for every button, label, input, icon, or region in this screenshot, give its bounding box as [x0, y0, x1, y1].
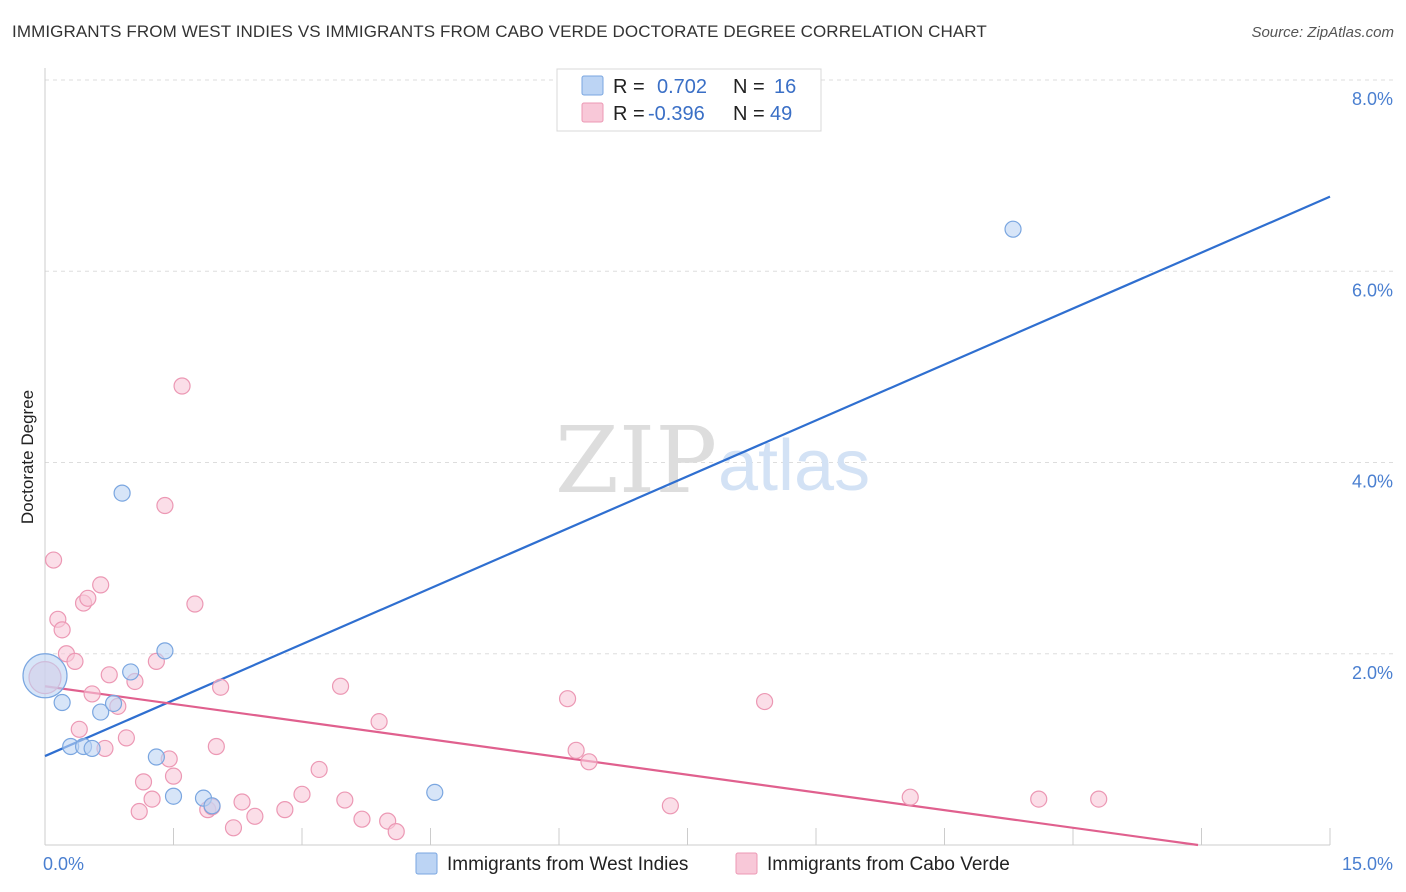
point-cabo-verde — [336, 791, 354, 809]
series-swatch-cabo-verde — [735, 852, 758, 875]
point-cabo-verde — [100, 666, 118, 684]
series-label-cabo-verde: Immigrants from Cabo Verde — [767, 854, 1010, 875]
legend-r-value-1: 0.702 — [657, 76, 707, 98]
point-cabo-verde — [186, 595, 204, 613]
point-cabo-verde — [130, 802, 148, 821]
legend-swatch-west-indies — [581, 75, 604, 96]
legend-r-label-2: R = — [613, 103, 645, 125]
legend-n-value-2: 49 — [770, 103, 792, 125]
data-points — [22, 220, 1108, 841]
point-cabo-verde — [370, 713, 388, 731]
point-cabo-verde — [53, 621, 71, 639]
point-cabo-verde — [207, 737, 225, 756]
point-west-indies — [1004, 220, 1022, 238]
point-cabo-verde — [661, 797, 679, 815]
y-tick-label: 6.0% — [1352, 280, 1393, 300]
y-tick-label: 8.0% — [1352, 89, 1393, 109]
point-west-indies — [83, 739, 101, 758]
point-cabo-verde — [293, 785, 311, 803]
point-cabo-verde — [143, 790, 161, 808]
watermark-atlas: atlas — [718, 426, 870, 506]
source-credit: Source: ZipAtlas.com — [1251, 24, 1394, 41]
point-cabo-verde — [567, 741, 585, 759]
series-legend: Immigrants from West Indies Immigrants f… — [415, 852, 1010, 875]
point-cabo-verde — [83, 685, 101, 703]
point-cabo-verde — [310, 760, 328, 779]
point-west-indies — [92, 703, 110, 721]
point-cabo-verde — [79, 589, 97, 607]
axes — [44, 68, 1331, 846]
point-west-indies — [203, 797, 221, 815]
series-label-west-indies: Immigrants from West Indies — [447, 854, 688, 875]
point-cabo-verde — [173, 377, 191, 395]
watermark-zip: ZIP — [555, 407, 717, 514]
point-west-indies — [426, 783, 444, 802]
point-west-indies — [104, 694, 123, 713]
point-west-indies — [22, 653, 68, 699]
point-cabo-verde — [44, 551, 63, 569]
point-cabo-verde — [353, 810, 371, 828]
x-tick-labels: 0.0% 15.0% — [43, 854, 1393, 874]
correlation-legend: R = 0.702 N = 16 R = -0.396 N = 49 — [556, 68, 822, 132]
point-cabo-verde — [117, 729, 135, 747]
point-west-indies — [113, 484, 131, 502]
point-cabo-verde — [558, 690, 577, 708]
point-cabo-verde — [164, 767, 183, 785]
point-cabo-verde — [70, 720, 88, 738]
point-cabo-verde — [212, 678, 230, 696]
point-cabo-verde — [92, 576, 110, 594]
point-cabo-verde — [233, 793, 251, 811]
x-tick-label: 15.0% — [1342, 854, 1393, 874]
legend-r-value-2: -0.396 — [648, 103, 705, 125]
y-tick-label: 4.0% — [1352, 472, 1393, 492]
trend-line-cabo-verde — [44, 685, 1199, 847]
point-cabo-verde — [1030, 790, 1048, 808]
legend-r-label-1: R = — [613, 76, 645, 98]
trend-lines — [44, 195, 1331, 847]
gridlines — [45, 79, 1395, 655]
point-west-indies — [147, 748, 165, 766]
series-swatch-west-indies — [415, 852, 438, 875]
point-cabo-verde — [224, 819, 243, 837]
point-cabo-verde — [755, 692, 774, 711]
y-axis-label: Doctorate Degree — [18, 390, 37, 524]
point-cabo-verde — [1090, 790, 1108, 808]
point-cabo-verde — [246, 807, 264, 825]
point-cabo-verde — [387, 823, 405, 841]
point-cabo-verde — [331, 677, 350, 695]
point-west-indies — [164, 787, 183, 805]
point-cabo-verde — [134, 773, 153, 791]
chart-title: IMMIGRANTS FROM WEST INDIES VS IMMIGRANT… — [12, 22, 987, 41]
point-west-indies — [122, 663, 140, 681]
legend-swatch-cabo-verde — [581, 102, 604, 123]
point-cabo-verde — [901, 788, 919, 806]
trend-line-west-indies — [44, 195, 1331, 758]
point-west-indies — [156, 642, 174, 660]
y-tick-labels: 2.0% 4.0% 6.0% 8.0% — [1352, 89, 1393, 683]
y-tick-label: 2.0% — [1352, 663, 1393, 683]
point-cabo-verde — [276, 801, 294, 819]
point-cabo-verde — [66, 652, 84, 671]
x-tick-label: 0.0% — [43, 854, 84, 874]
point-cabo-verde — [156, 496, 174, 515]
legend-n-value-1: 16 — [774, 76, 796, 98]
point-west-indies — [53, 693, 71, 712]
legend-n-label-2: N = — [733, 103, 765, 125]
point-cabo-verde — [580, 753, 598, 771]
legend-n-label-1: N = — [733, 76, 765, 98]
